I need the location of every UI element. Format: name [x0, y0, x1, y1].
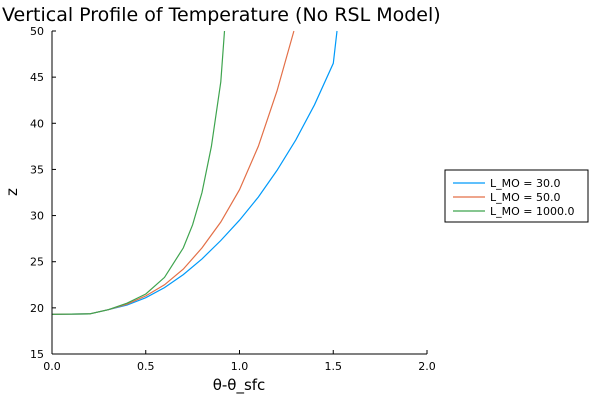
- y-tick-label: 35: [30, 163, 44, 176]
- x-tick-label: 0.5: [137, 360, 155, 373]
- legend-label: L_MO = 50.0: [490, 191, 560, 204]
- y-tick-label: 50: [30, 25, 44, 38]
- x-tick-label: 0.0: [43, 360, 61, 373]
- x-tick-label: 1.0: [231, 360, 249, 373]
- series-line: [51, 30, 338, 315]
- axes-layer: 0.0 0.5 1.0 1.5 2.0 15 20 25 30 35 40 45 50: [30, 25, 436, 373]
- y-tick-label: 40: [30, 117, 44, 130]
- legend-box: [444, 169, 589, 223]
- legend-label: L_MO = 30.0: [490, 177, 560, 190]
- y-tick-label: 15: [30, 348, 44, 361]
- y-axis-label: z: [3, 188, 21, 196]
- y-tick-label: 30: [30, 210, 44, 223]
- y-tick-label: 45: [30, 71, 44, 84]
- x-tick-label: 1.5: [325, 360, 343, 373]
- x-axis-label: θ-θ_sfc: [213, 376, 266, 395]
- legend: L_MO = 30.0L_MO = 50.0L_MO = 1000.0: [444, 169, 589, 223]
- x-tick-label: 2.0: [418, 360, 436, 373]
- legend-label: L_MO = 1000.0: [490, 205, 574, 218]
- y-tick-label: 20: [30, 302, 44, 315]
- y-tick-label: 25: [30, 256, 44, 269]
- series-line: [51, 30, 226, 315]
- chart-title: Vertical Profile of Temperature (No RSL …: [2, 4, 441, 26]
- series-line: [51, 30, 295, 315]
- series-layer: [51, 30, 338, 315]
